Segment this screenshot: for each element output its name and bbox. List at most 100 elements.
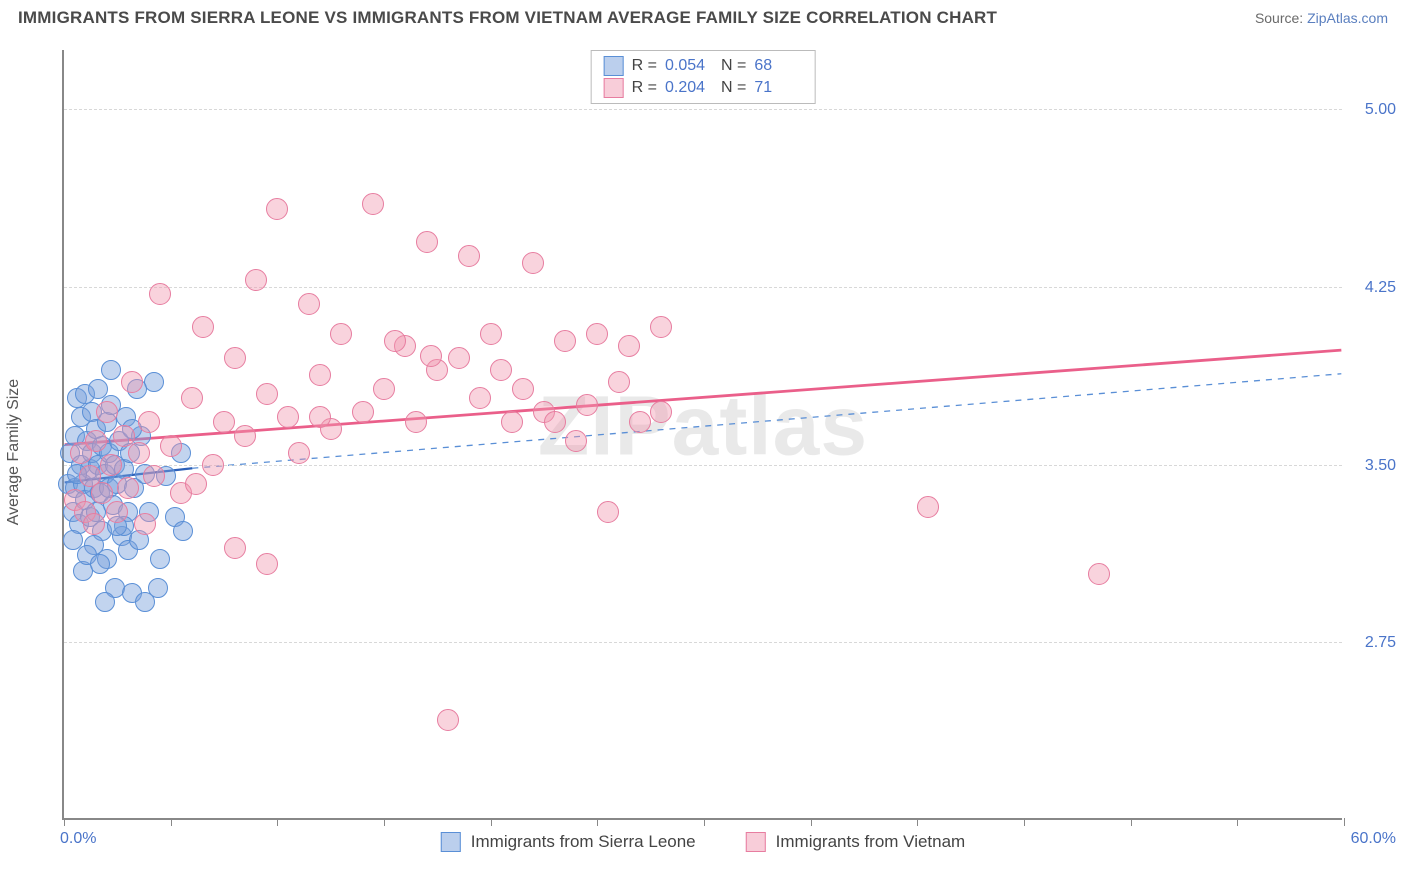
x-axis-max: 60.0% xyxy=(1351,830,1396,848)
legend-item: Immigrants from Vietnam xyxy=(746,832,966,852)
gridline: 2.75 xyxy=(64,642,1342,643)
data-point xyxy=(96,401,118,423)
data-point xyxy=(362,193,384,215)
data-point xyxy=(266,198,288,220)
data-point xyxy=(373,378,395,400)
data-point xyxy=(134,513,156,535)
data-point xyxy=(437,709,459,731)
data-point xyxy=(288,442,310,464)
data-point xyxy=(173,521,193,541)
legend-label: Immigrants from Sierra Leone xyxy=(471,832,696,852)
data-point xyxy=(597,501,619,523)
data-point xyxy=(416,231,438,253)
x-axis-min: 0.0% xyxy=(60,830,96,848)
data-point xyxy=(277,406,299,428)
plot-area: ZIPatlas R =0.054N =68R =0.204N =71 0.0%… xyxy=(62,50,1342,820)
data-point xyxy=(192,316,214,338)
chart-header: IMMIGRANTS FROM SIERRA LEONE VS IMMIGRAN… xyxy=(0,0,1406,34)
y-tick-label: 5.00 xyxy=(1365,101,1396,119)
data-point xyxy=(185,473,207,495)
y-tick-label: 4.25 xyxy=(1365,279,1396,297)
data-point xyxy=(256,553,278,575)
source-link[interactable]: ZipAtlas.com xyxy=(1307,10,1388,26)
data-point xyxy=(202,454,224,476)
gridline: 5.00 xyxy=(64,109,1342,110)
data-point xyxy=(234,425,256,447)
data-point xyxy=(405,411,427,433)
data-point xyxy=(650,401,672,423)
chart-title: IMMIGRANTS FROM SIERRA LEONE VS IMMIGRAN… xyxy=(18,8,997,28)
data-point xyxy=(148,578,168,598)
data-point xyxy=(245,269,267,291)
x-tick xyxy=(811,818,812,826)
data-point xyxy=(501,411,523,433)
data-point xyxy=(181,387,203,409)
gridline: 3.50 xyxy=(64,465,1342,466)
data-point xyxy=(586,323,608,345)
data-point xyxy=(138,411,160,433)
data-point xyxy=(420,345,442,367)
data-point xyxy=(117,477,139,499)
data-point xyxy=(150,549,170,569)
data-point xyxy=(629,411,651,433)
correlation-row: R =0.204N =71 xyxy=(602,77,805,99)
data-point xyxy=(618,335,640,357)
x-tick xyxy=(171,818,172,826)
data-point xyxy=(83,513,105,535)
data-point xyxy=(144,372,164,392)
data-point xyxy=(512,378,534,400)
y-tick-label: 3.50 xyxy=(1365,457,1396,475)
data-point xyxy=(100,454,122,476)
data-point xyxy=(309,406,331,428)
watermark: ZIPatlas xyxy=(538,378,868,475)
x-tick xyxy=(384,818,385,826)
x-tick xyxy=(1131,818,1132,826)
data-point xyxy=(522,252,544,274)
x-tick xyxy=(1344,818,1345,826)
data-point xyxy=(650,316,672,338)
data-point xyxy=(63,530,83,550)
data-point xyxy=(256,383,278,405)
data-point xyxy=(469,387,491,409)
data-point xyxy=(224,347,246,369)
data-point xyxy=(330,323,352,345)
x-tick xyxy=(491,818,492,826)
legend-swatch xyxy=(746,832,766,852)
data-point xyxy=(106,501,128,523)
data-point xyxy=(309,364,331,386)
data-point xyxy=(384,330,406,352)
y-axis-label: Average Family Size xyxy=(5,379,23,525)
data-point xyxy=(213,411,235,433)
x-tick xyxy=(704,818,705,826)
x-tick xyxy=(1024,818,1025,826)
legend-label: Immigrants from Vietnam xyxy=(776,832,966,852)
data-point xyxy=(565,430,587,452)
data-point xyxy=(917,496,939,518)
data-point xyxy=(91,482,113,504)
data-point xyxy=(608,371,630,393)
data-point xyxy=(448,347,470,369)
data-point xyxy=(121,371,143,393)
legend-swatch xyxy=(441,832,461,852)
series-legend: Immigrants from Sierra Leone Immigrants f… xyxy=(441,832,965,852)
data-point xyxy=(85,430,107,452)
source-attribution: Source: ZipAtlas.com xyxy=(1255,10,1388,26)
legend-item: Immigrants from Sierra Leone xyxy=(441,832,696,852)
correlation-row: R =0.054N =68 xyxy=(602,55,805,77)
data-point xyxy=(101,360,121,380)
data-point xyxy=(554,330,576,352)
data-point xyxy=(458,245,480,267)
data-point xyxy=(90,554,110,574)
chart-container: Average Family Size ZIPatlas R =0.054N =… xyxy=(18,42,1388,862)
x-tick xyxy=(64,818,65,826)
legend-swatch xyxy=(604,78,624,98)
data-point xyxy=(490,359,512,381)
data-point xyxy=(544,411,566,433)
data-point xyxy=(576,394,598,416)
data-point xyxy=(149,283,171,305)
y-tick-label: 2.75 xyxy=(1365,634,1396,652)
data-point xyxy=(352,401,374,423)
x-tick xyxy=(1237,818,1238,826)
x-tick xyxy=(917,818,918,826)
x-tick xyxy=(277,818,278,826)
